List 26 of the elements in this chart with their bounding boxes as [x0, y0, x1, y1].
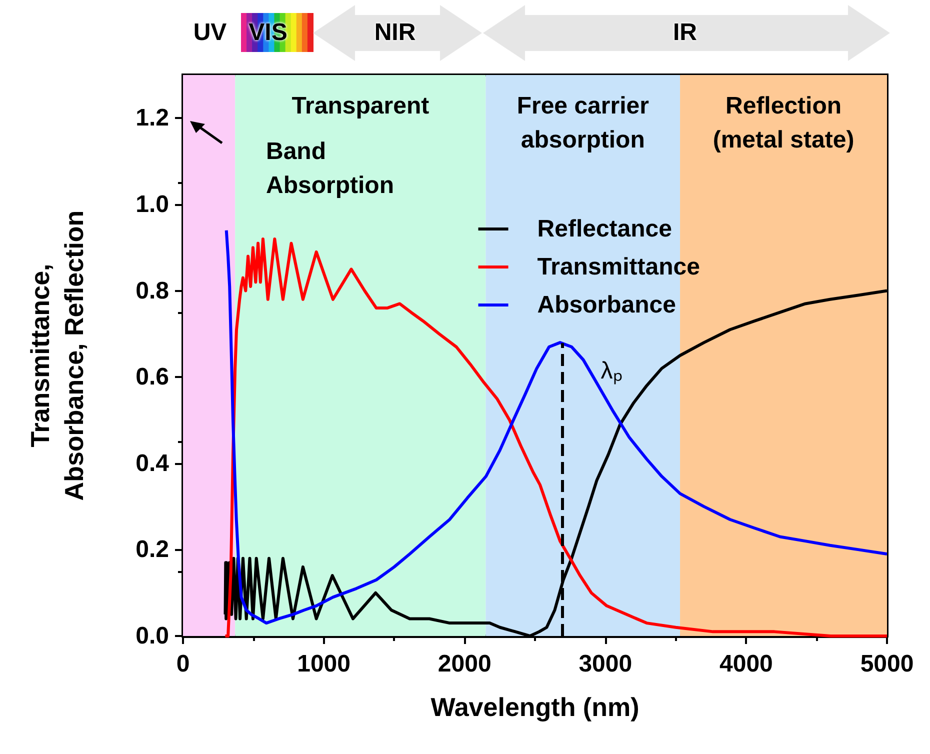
- ref-line-label: λₚ: [600, 358, 623, 385]
- x-tick-label: 0: [176, 650, 190, 678]
- band-label: Free carrier absorption: [516, 92, 649, 154]
- x-tick-label: 4000: [720, 650, 773, 678]
- text: IR: [673, 19, 697, 47]
- y-tick-label: 0.0: [136, 622, 169, 650]
- y-tick-label: 1.0: [136, 190, 169, 218]
- x-tick-label: 3000: [578, 650, 632, 678]
- annotation: Band Absorption: [266, 137, 394, 201]
- x-tick-label: 2000: [438, 650, 492, 678]
- y-tick-label: 0.4: [136, 450, 170, 477]
- y-axis-title: Transmittance, Absorbance, Reflection: [25, 210, 89, 501]
- y-tick-label: 0.2: [136, 536, 169, 564]
- text: NIR: [374, 19, 416, 47]
- legend-label: Reflectance: [537, 216, 672, 242]
- x-tick-label: 1000: [297, 650, 350, 678]
- x-tick-label: 5000: [860, 650, 914, 678]
- text: UV: [193, 19, 227, 47]
- y-tick-label: 1.2: [136, 104, 169, 132]
- y-tick-label: 0.6: [136, 364, 169, 391]
- band-label: Transparent: [292, 92, 430, 120]
- x-axis-title: Wavelength (nm): [430, 692, 640, 722]
- legend-label: Transmittance: [537, 254, 700, 280]
- band-label: Reflection (metal state): [712, 92, 854, 154]
- y-tick-label: 0.8: [136, 277, 169, 304]
- legend-label: Absorbance: [537, 292, 676, 318]
